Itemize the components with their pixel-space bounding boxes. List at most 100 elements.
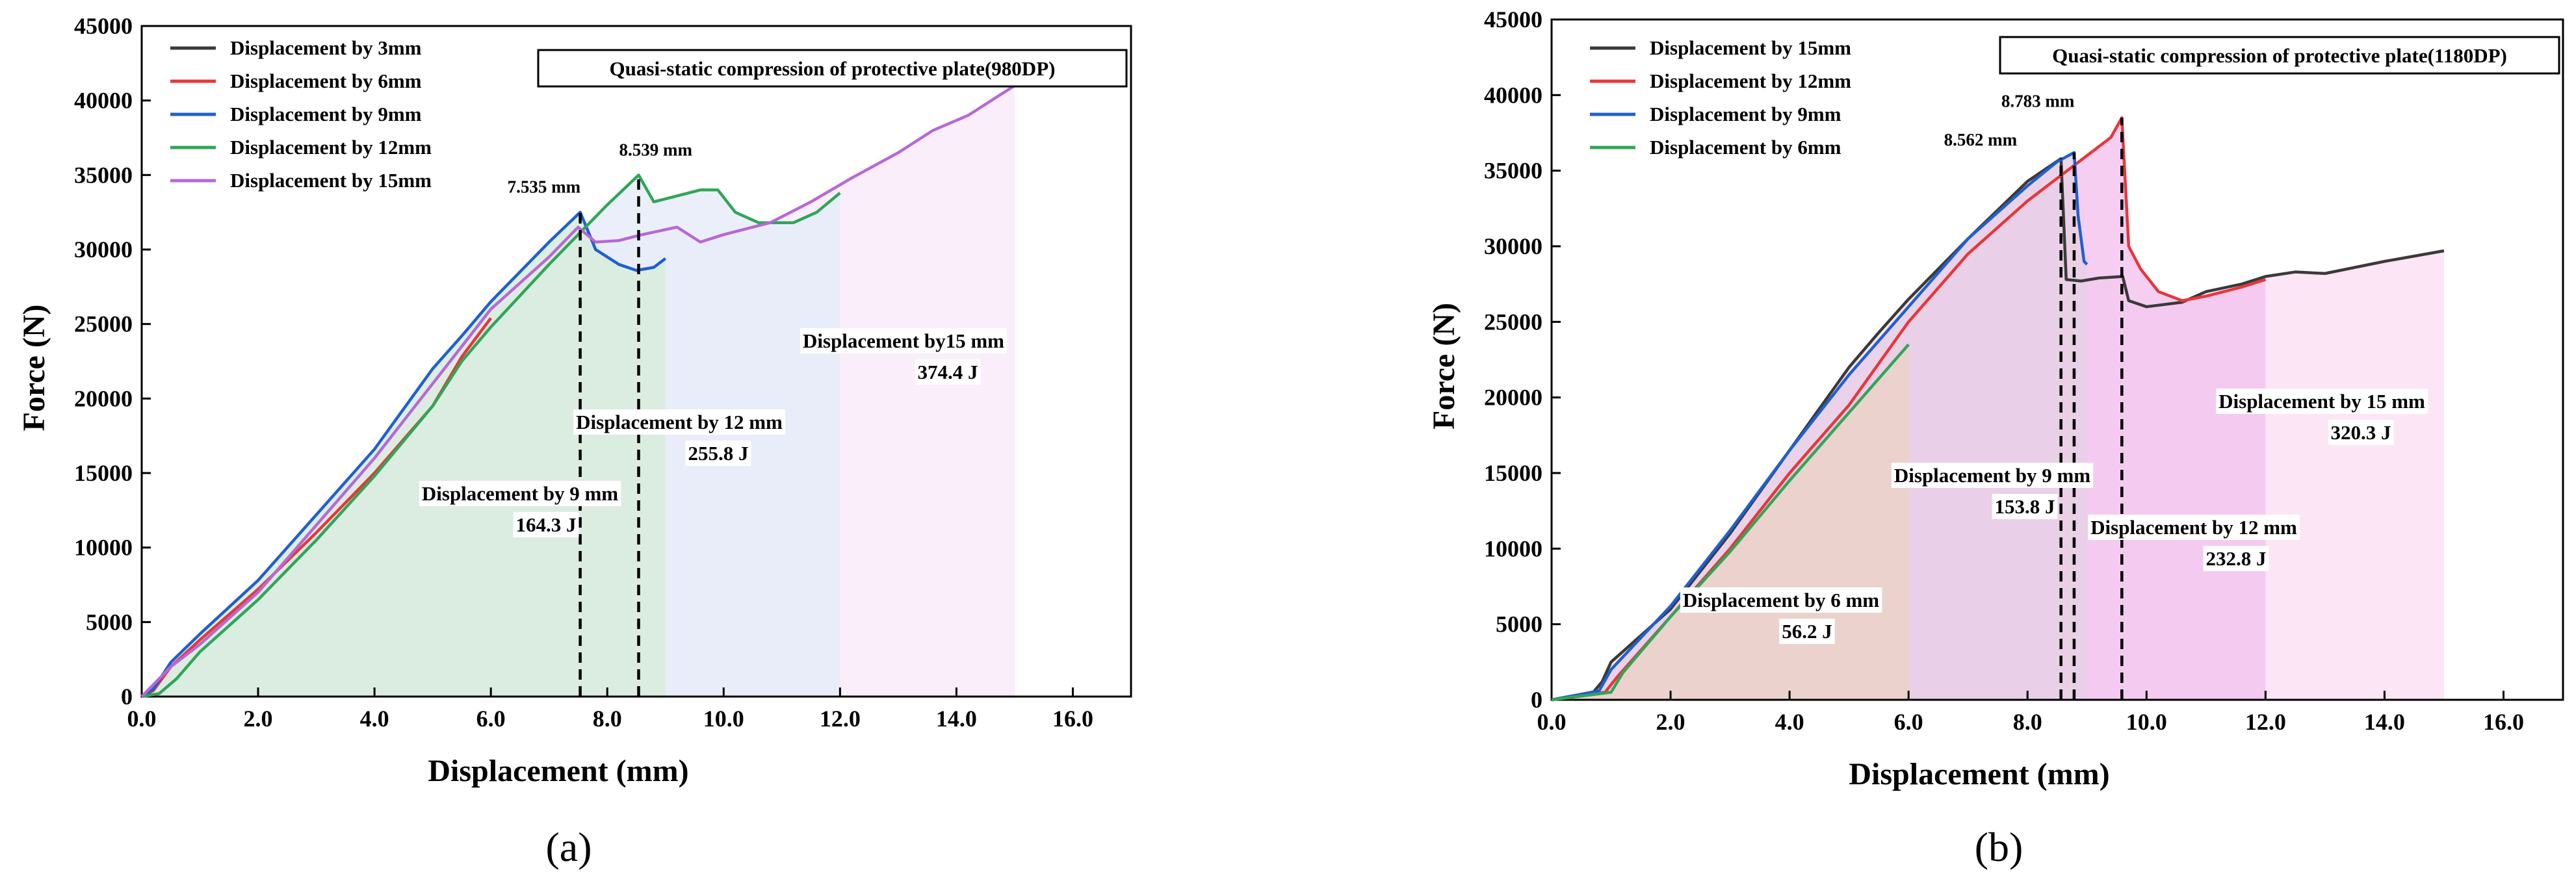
plot-frame [140,25,1132,698]
series-line [1551,157,2445,702]
legend-entry: Displacement by 15mm [1650,36,1851,59]
series-line [1551,151,2088,702]
x-tick-label: 14.0 [936,706,977,732]
y-tick-label: 25000 [74,311,133,337]
peak-label: 8.539 mm [619,140,692,159]
energy-region-label: Displacement by 6 mm [1683,589,1879,611]
label-background [915,359,981,385]
x-tick-label: 2.0 [244,706,273,732]
x-tick-label: 16.0 [2483,709,2524,735]
chart-title-box [537,49,1128,88]
chart-panel-a: 0.0 2.0 4.0 6.0 8.0 10.0 12.0 14.0 16.0 0 5000 1000… [17,13,1132,788]
energy-region-value: 320.3 J [2331,421,2391,444]
peak-label: 8.562 mm [1944,130,2018,149]
legend-entry: Displacement by 12mm [1650,70,1851,92]
label-background [2216,389,2428,414]
chart-title: Quasi-static compression of protective p… [2052,44,2507,67]
x-tick-label: 12.0 [2245,709,2286,735]
energy-region-label: Displacement by 9 mm [1894,464,2090,487]
energy-region-label: Displacement by 12 mm [576,411,783,433]
y-tick-label: 10000 [1484,535,1542,561]
y-tick-label: 15000 [1484,460,1542,486]
energy-region-value: 164.3 J [516,513,577,536]
energy-region-value: 232.8 J [2206,547,2267,570]
y-tick-label: 45000 [74,13,133,39]
x-tick-label: 6.0 [476,706,506,732]
x-tick-label: 16.0 [1052,706,1093,732]
series-line [140,211,667,698]
label-background [2328,420,2394,445]
energy-region-value: 56.2 J [1782,620,1832,643]
plot-frame [1550,18,2564,701]
label-background [2088,515,2300,540]
label-background [800,328,1008,353]
y-tick-label: 45000 [1484,6,1542,32]
panel-label: (a) [545,824,592,870]
y-tick-label: 5000 [1496,611,1542,637]
legend-entry: Displacement by 9mm [1650,103,1841,125]
x-tick-label: 8.0 [593,706,622,732]
y-tick-label: 40000 [1484,82,1542,108]
legend-entry: Displacement by 15mm [230,169,432,192]
energy-region-label: Displacement by 9 mm [422,482,618,505]
chart-title-box [1999,36,2560,75]
x-tick-label: 10.0 [2126,709,2167,735]
peak-label: 8.783 mm [2001,92,2075,111]
energy-region-label: Displacement by 15 mm [2218,390,2425,413]
label-background [1779,619,1835,644]
chart-panel-b: 0.0 2.0 4.0 6.0 8.0 10.0 12.0 14.0 16.0 0 5000 1000… [1427,6,2564,791]
y-tick-label: 0 [1531,687,1542,713]
y-tick-label: 20000 [1484,385,1542,411]
x-tick-label: 8.0 [2013,709,2042,735]
label-background [573,409,786,435]
y-tick-label: 30000 [74,237,133,263]
series-line [141,173,841,699]
x-tick-label: 2.0 [1656,709,1685,735]
x-tick-label: 12.0 [820,706,861,732]
label-background [513,512,579,537]
x-axis-title: Displacement (mm) [428,754,688,788]
y-axis-title: Force (N) [17,305,51,431]
y-tick-label: 10000 [74,535,133,561]
legend: Displacement by 3mm Displacement by 6mm Di… [170,36,432,192]
y-tick-label: 5000 [86,609,133,635]
x-tick-label: 4.0 [1775,709,1804,735]
chart-title: Quasi-static compression of protective p… [610,57,1056,80]
energy-region-label: Displacement by 12 mm [2090,516,2297,539]
legend-entry: Displacement by 6mm [1650,136,1841,159]
energy-region-value: 153.8 J [1995,495,2055,518]
y-tick-label: 35000 [74,162,133,188]
legend-entry: Displacement by 6mm [230,70,422,92]
y-axis-title: Force (N) [1427,303,1461,430]
x-tick-label: 0.0 [1537,709,1567,735]
x-tick-label: 14.0 [2364,709,2405,735]
y-tick-label: 40000 [74,88,133,114]
legend-entry: Displacement by 12mm [230,136,432,159]
label-background [685,441,751,466]
series-line [140,84,1016,698]
y-tick-label: 0 [121,684,133,710]
label-background [419,481,621,506]
peak-label: 7.535 mm [508,177,581,197]
legend-entry: Displacement by 9mm [230,103,422,125]
energy-region-label: Displacement by15 mm [803,329,1004,352]
x-axis-title: Displacement (mm) [1849,757,2109,791]
legend: Displacement by 15mm Displacement by 12mm… [1590,36,1851,159]
y-tick-label: 20000 [74,385,133,411]
y-tick-label: 15000 [74,460,133,486]
label-background [2203,546,2269,571]
series-line [1551,343,1910,702]
label-background [1891,463,2094,488]
energy-region-value: 374.4 J [918,361,978,383]
label-background [1992,494,2058,519]
y-tick-label: 35000 [1484,158,1542,184]
x-tick-label: 6.0 [1894,709,1923,735]
energy-region-value: 255.8 J [688,442,749,465]
y-tick-label: 25000 [1484,309,1542,335]
y-tick-label: 30000 [1484,233,1542,259]
energy-region-fill [1552,152,2087,700]
x-tick-label: 0.0 [127,706,157,732]
legend-entry: Displacement by 3mm [230,36,422,59]
x-tick-label: 10.0 [703,706,744,732]
